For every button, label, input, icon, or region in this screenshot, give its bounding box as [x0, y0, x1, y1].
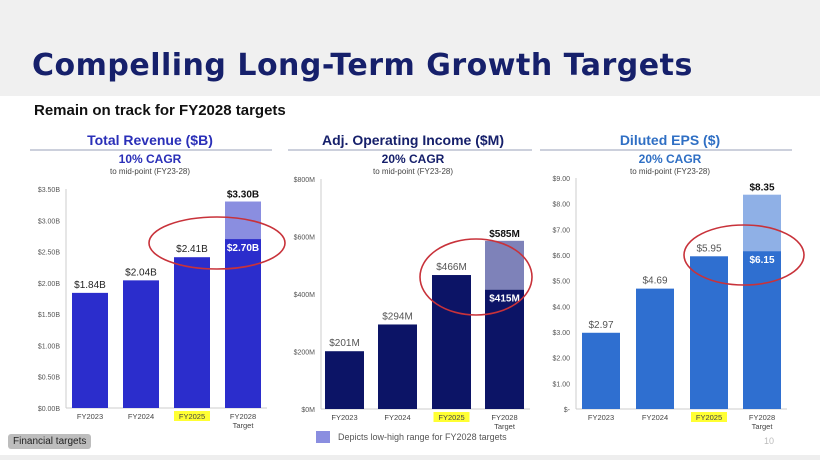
cagr-note: to mid-point (FY23-28) — [373, 167, 453, 176]
value-label: $2.41B — [176, 244, 208, 255]
y-tick-label: $7.00 — [552, 227, 570, 234]
y-tick-label: $200M — [294, 350, 316, 357]
highlight-circle — [683, 224, 805, 286]
category-label: FY2023 — [77, 412, 103, 421]
value-label: $415M — [489, 294, 520, 305]
cagr-note: to mid-point (FY23-28) — [110, 167, 190, 176]
y-tick-label: $9.00 — [552, 176, 570, 183]
legend: Depicts low-high range for FY2028 target… — [316, 431, 507, 443]
y-tick-label: $0M — [301, 407, 315, 414]
target-high-label: $3.30B — [227, 190, 259, 201]
category-label: FY2024 — [642, 413, 668, 422]
bar-FY2023 — [72, 292, 108, 408]
value-label: $5.95 — [696, 243, 721, 254]
y-tick-label: $3.50B — [38, 187, 61, 194]
category-label: FY2028 — [230, 412, 256, 421]
value-label: $294M — [382, 311, 413, 322]
bar-FY2024 — [123, 280, 159, 408]
value-label: $1.84B — [74, 280, 106, 291]
y-tick-label: $4.00 — [552, 304, 570, 311]
legend-text: Depicts low-high range for FY2028 target… — [338, 432, 507, 442]
value-label: $2.04B — [125, 267, 157, 278]
bar-range-FY2028 — [225, 201, 261, 240]
page-number: 10 — [764, 436, 775, 446]
bar-FY2028 — [485, 289, 524, 409]
slide-subtitle: Remain on track for FY2028 targets — [34, 102, 286, 119]
value-label: $6.15 — [749, 255, 774, 266]
value-label: $201M — [329, 338, 360, 349]
y-tick-label: $5.00 — [552, 279, 570, 286]
chart-title: Total Revenue ($B) — [87, 132, 213, 148]
value-label: $466M — [436, 262, 467, 273]
y-tick-label: $6.00 — [552, 253, 570, 260]
title-band — [0, 0, 820, 96]
y-tick-label: $3.00 — [552, 330, 570, 337]
y-tick-label: $600M — [294, 235, 316, 242]
slide-title: Compelling Long-Term Growth Targets — [32, 48, 693, 83]
category-label: FY2028 — [491, 413, 517, 422]
category-highlight — [691, 412, 727, 422]
chart-title: Diluted EPS ($) — [620, 132, 720, 148]
category-label: FY2024 — [128, 412, 154, 421]
category-label: FY2025 — [179, 412, 205, 421]
legend-swatch — [316, 431, 330, 443]
y-tick-label: $2.50B — [38, 250, 61, 257]
category-label: FY2023 — [588, 413, 614, 422]
y-tick-label: $0.50B — [38, 375, 61, 382]
bar-FY2025 — [174, 257, 210, 408]
bar-FY2025 — [690, 256, 728, 409]
category-label: FY2023 — [331, 413, 357, 422]
category-sublabel: Target — [752, 422, 774, 431]
cagr-label: 10% CAGR — [119, 152, 182, 166]
bar-FY2028 — [743, 251, 781, 409]
value-label: $4.69 — [642, 276, 667, 287]
value-label: $2.70B — [227, 243, 259, 254]
cagr-label: 20% CAGR — [639, 152, 702, 166]
category-sublabel: Target — [494, 422, 516, 431]
bar-FY2024 — [636, 288, 674, 409]
category-highlight — [433, 412, 470, 422]
financial-targets-badge: Financial targets — [8, 434, 92, 449]
target-high-label: $8.35 — [749, 183, 774, 194]
category-label: FY2028 — [749, 413, 775, 422]
y-tick-label: $0.00B — [38, 406, 61, 413]
bar-FY2023 — [582, 332, 620, 409]
highlight-circle — [148, 216, 286, 270]
y-tick-label: $1.50B — [38, 312, 61, 319]
bar-range-FY2028 — [743, 194, 781, 252]
bottom-divider — [0, 455, 820, 460]
value-label: $2.97 — [588, 320, 613, 331]
category-sublabel: Target — [233, 421, 255, 430]
y-tick-label: $8.00 — [552, 202, 570, 209]
bar-FY2023 — [325, 351, 364, 409]
y-tick-label: $3.00B — [38, 218, 61, 225]
y-tick-label: $- — [564, 407, 571, 414]
y-tick-label: $2.00B — [38, 281, 61, 288]
target-high-label: $585M — [489, 229, 520, 240]
chart-title: Adj. Operating Income ($M) — [322, 132, 504, 148]
y-tick-label: $2.00 — [552, 356, 570, 363]
category-label: FY2025 — [438, 413, 464, 422]
y-tick-label: $1.00B — [38, 343, 61, 350]
bar-FY2024 — [378, 324, 417, 409]
category-highlight — [174, 411, 210, 421]
bar-FY2025 — [432, 275, 471, 409]
category-label: FY2025 — [696, 413, 722, 422]
cagr-label: 20% CAGR — [382, 152, 445, 166]
y-tick-label: $1.00 — [552, 381, 570, 388]
bar-range-FY2028 — [485, 240, 524, 290]
y-tick-label: $800M — [294, 177, 316, 184]
highlight-circle — [419, 238, 533, 316]
category-label: FY2024 — [384, 413, 410, 422]
cagr-note: to mid-point (FY23-28) — [630, 167, 710, 176]
y-tick-label: $400M — [294, 292, 316, 299]
